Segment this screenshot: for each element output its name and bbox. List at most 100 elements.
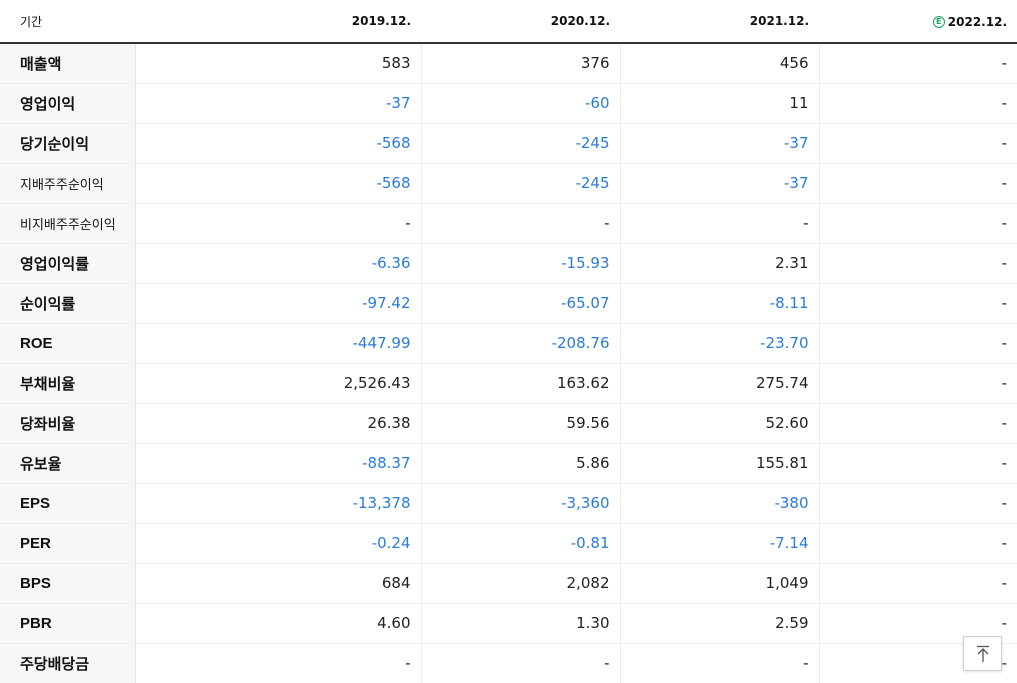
value-cell: -0.24 [134,523,421,564]
row-label: 매출액 [0,43,136,84]
row-label: 부채비율 [0,362,136,404]
value-cell: -8.11 [619,283,819,324]
value-cell: 275.74 [619,362,819,404]
value-cell: - [818,83,1017,124]
value-cell: - [619,203,819,244]
table-row: 매출액 583 376 456- [0,43,1017,84]
value-cell: 376 [420,43,620,84]
table-row: 유보율 -88.37 5.86 155.81- [0,443,1017,484]
row-label: 영업이익 [0,83,136,124]
value-cell: 1.30 [420,603,620,644]
value-cell: 456 [619,43,819,84]
row-label: 당좌비율 [0,403,136,444]
row-label: 순이익률 [0,283,136,324]
value-cell: -15.93 [420,242,620,284]
table-row: 당좌비율 26.38 59.56 52.60- [0,403,1017,444]
header-row: 기간 2019.12. 2020.12. 2021.12. E 2022.12. [0,0,1017,44]
value-cell: - [818,283,1017,324]
table-row: PBR 4.60 1.30 2.59- [0,603,1017,644]
value-cell: 2,082 [420,563,620,604]
value-cell: - [818,163,1017,204]
value-cell: - [420,642,620,683]
row-label: ROE [0,323,136,364]
value-cell: - [420,203,620,244]
value-cell: - [818,403,1017,444]
table-row: 부채비율 2,526.43 163.62 275.74- [0,362,1017,404]
value-cell: -23.70 [619,323,819,364]
value-cell: -97.42 [134,283,421,324]
arrow-up-to-top-icon [976,645,989,662]
value-cell: - [818,242,1017,284]
table-row: 순이익률 -97.42 -65.07 -8.11- [0,283,1017,324]
value-cell: -37 [619,123,819,164]
row-label: EPS [0,482,136,524]
value-cell: -60 [420,83,620,124]
value-cell: -208.76 [420,323,620,364]
table-row: 영업이익 -37 -60 11- [0,83,1017,124]
value-cell: - [134,642,421,683]
value-cell: -6.36 [134,242,421,284]
row-label: PER [0,523,136,564]
value-cell: - [818,43,1017,84]
value-cell: 1,049 [619,563,819,604]
value-cell: 52.60 [619,403,819,444]
value-cell: -7.14 [619,523,819,564]
value-cell: -380 [619,482,819,524]
value-cell: 5.86 [420,443,620,484]
value-cell: 11 [619,83,819,124]
value-cell: -245 [420,163,620,204]
table-row: PER -0.24 -0.81 -7.14- [0,523,1017,564]
period-label: 기간 [0,0,135,44]
period-2021: 2021.12. [620,0,819,44]
table-row: 비지배주주순이익 - - - - [0,203,1017,244]
value-cell: -3,360 [420,482,620,524]
value-cell: - [818,482,1017,524]
value-cell: - [818,203,1017,244]
value-cell: - [818,123,1017,164]
value-cell: 2.59 [619,603,819,644]
value-cell: 2,526.43 [134,362,421,404]
value-cell: -37 [134,83,421,124]
period-2022-estimate: E 2022.12. [819,0,1017,44]
row-label: 주당배당금 [0,642,136,683]
value-cell: 155.81 [619,443,819,484]
table-row: EPS -13,378 -3,360 -380- [0,482,1017,524]
scroll-to-top-button[interactable] [963,636,1002,671]
value-cell: 4.60 [134,603,421,644]
period-2022-label: 2022.12. [947,15,1007,29]
value-cell: - [818,523,1017,564]
table-row: 주당배당금 - - - - [0,642,1017,683]
value-cell: -88.37 [134,443,421,484]
value-cell: - [134,203,421,244]
table-row: BPS 684 2,082 1,049- [0,563,1017,604]
value-cell: 684 [134,563,421,604]
value-cell: 163.62 [420,362,620,404]
row-label: 영업이익률 [0,242,136,284]
value-cell: - [619,642,819,683]
value-cell: - [818,563,1017,604]
value-cell: -13,378 [134,482,421,524]
value-cell: -37 [619,163,819,204]
value-cell: -0.81 [420,523,620,564]
value-cell: - [818,443,1017,484]
period-2019: 2019.12. [135,0,421,44]
value-cell: -447.99 [134,323,421,364]
row-label: 유보율 [0,443,136,484]
value-cell: -65.07 [420,283,620,324]
value-cell: - [818,362,1017,404]
row-label: PBR [0,603,136,644]
value-cell: -568 [134,123,421,164]
value-cell: 2.31 [619,242,819,284]
value-cell: 26.38 [134,403,421,444]
value-cell: 59.56 [420,403,620,444]
table-row: 영업이익률 -6.36 -15.93 2.31- [0,242,1017,284]
table-row: 당기순이익 -568 -245 -37- [0,123,1017,164]
value-cell: -245 [420,123,620,164]
row-label: 당기순이익 [0,123,136,164]
row-label: 지배주주순이익 [0,163,136,204]
value-cell: - [818,323,1017,364]
period-2020: 2020.12. [421,0,620,44]
value-cell: 583 [134,43,421,84]
estimate-icon: E [932,16,945,28]
